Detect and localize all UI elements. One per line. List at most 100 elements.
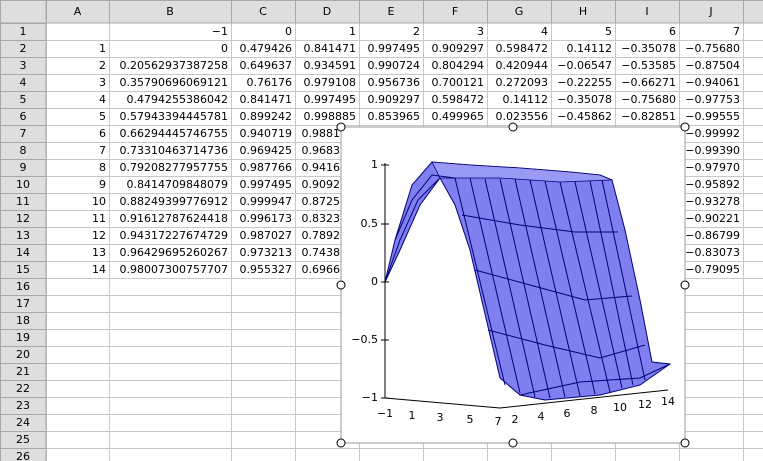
corner — [0, 0, 47, 24]
cell: −0.66271 — [621, 76, 676, 89]
cell: 2 — [413, 25, 420, 38]
cell: 0.841471 — [240, 93, 293, 106]
cell: 0.57943394445781 — [120, 110, 228, 123]
surface-top — [431, 161, 613, 183]
cell: 9 — [99, 178, 106, 191]
cell: 0.20562937387258 — [120, 59, 228, 72]
handle[interactable] — [680, 280, 690, 290]
selection-handles[interactable] — [336, 122, 690, 448]
cell: 0.940719 — [240, 127, 293, 140]
cell: 7 — [99, 144, 106, 157]
cell: 0.969425 — [240, 144, 293, 157]
y-tick-label: 6 — [564, 407, 571, 420]
z-tick-label: 1 — [371, 158, 378, 171]
cell: 0.66294445746755 — [120, 127, 228, 140]
cell: 0.14112 — [503, 93, 549, 106]
mesh-line — [394, 174, 456, 241]
cell: 0.94317227674729 — [120, 229, 228, 242]
cell: 0.96429695260267 — [120, 246, 228, 259]
handle[interactable] — [336, 438, 346, 448]
row-header-label: 8 — [20, 144, 27, 157]
cell: −0.97970 — [685, 161, 740, 174]
x-axis — [384, 397, 501, 409]
cell: 0.997495 — [304, 93, 357, 106]
cell: −0.22255 — [557, 76, 612, 89]
cell: 2 — [99, 59, 106, 72]
z-tick-label: 0.5 — [361, 217, 379, 230]
cell: 0 — [221, 42, 228, 55]
cell: 0.997495 — [368, 42, 421, 55]
cell: −0.83073 — [685, 246, 740, 259]
y-axis — [499, 389, 669, 409]
z-tick-label: −1 — [362, 391, 378, 404]
column-header-label: B — [166, 5, 174, 18]
cell: −0.75680 — [621, 93, 676, 106]
row-header-label: 24 — [16, 416, 30, 429]
column-header-label: G — [515, 5, 524, 18]
handle[interactable] — [508, 122, 518, 132]
cell: 0.996173 — [240, 212, 293, 225]
cell: 0.999947 — [240, 195, 293, 208]
row-header-label: 16 — [16, 280, 30, 293]
cell: 0.700121 — [432, 76, 485, 89]
row-header-label: 4 — [20, 76, 27, 89]
cell: 0.997495 — [240, 178, 293, 191]
row-header-label: 26 — [16, 450, 30, 461]
y-tick-label: 10 — [613, 401, 627, 414]
cell: 14 — [92, 263, 106, 276]
cell: −0.99992 — [685, 127, 740, 140]
cell: 0.8323 — [302, 212, 341, 225]
column-header[interactable] — [743, 0, 763, 24]
cell: 5 — [605, 25, 612, 38]
handle[interactable] — [508, 438, 518, 448]
cell: 0.649637 — [240, 59, 293, 72]
cell: 0.9416 — [302, 161, 341, 174]
cell: 0.899242 — [240, 110, 293, 123]
y-tick-label: 14 — [661, 395, 675, 408]
cell: 0.990724 — [368, 59, 421, 72]
cell: −1 — [212, 25, 228, 38]
z-tick-label: −0.5 — [351, 333, 378, 346]
row-header-label: 2 — [20, 42, 27, 55]
column-header-label: E — [388, 5, 395, 18]
row-header-label: 19 — [16, 331, 30, 344]
cell: 10 — [92, 195, 106, 208]
column-header-label: A — [74, 5, 82, 18]
chart-labels: 1 0.5 0 −0.5 −1 −1 1 3 5 7 2 4 6 8 10 12 14 — [351, 158, 675, 428]
cell: 0.76176 — [247, 76, 293, 89]
row-header-label: 1 — [20, 25, 27, 38]
cell: 0.420944 — [496, 59, 549, 72]
cell: 0.909297 — [368, 93, 421, 106]
cell: 0.8414709848079 — [127, 178, 228, 191]
cell: −0.99555 — [685, 110, 740, 123]
cell: 0.14112 — [567, 42, 613, 55]
row-header-label: 9 — [20, 161, 27, 174]
cell: −0.75680 — [685, 42, 740, 55]
handle[interactable] — [680, 438, 690, 448]
handle[interactable] — [336, 122, 346, 132]
cell: 0.73310463714736 — [120, 144, 228, 157]
cell: 1 — [349, 25, 356, 38]
cell: 0.987766 — [240, 161, 293, 174]
cell: 0.91612787624418 — [120, 212, 228, 225]
cell: −0.35078 — [621, 42, 676, 55]
row-header[interactable] — [0, 448, 47, 461]
row-header-label: 6 — [20, 110, 27, 123]
cell: −0.90221 — [685, 212, 740, 225]
handle[interactable] — [680, 122, 690, 132]
cell: −0.94061 — [685, 76, 740, 89]
y-tick-label: 8 — [591, 404, 598, 417]
cell: 1 — [99, 42, 106, 55]
column-header-label: D — [323, 5, 331, 18]
cell: 0.973213 — [240, 246, 293, 259]
cell: −0.82851 — [621, 110, 676, 123]
cell: 0.35790696069121 — [120, 76, 228, 89]
cell: 0 — [285, 25, 292, 38]
handle[interactable] — [336, 280, 346, 290]
cell: 0.499965 — [432, 110, 485, 123]
z-tick-label: 0 — [371, 275, 378, 288]
column-header-label: I — [645, 5, 648, 18]
cell: 3 — [477, 25, 484, 38]
